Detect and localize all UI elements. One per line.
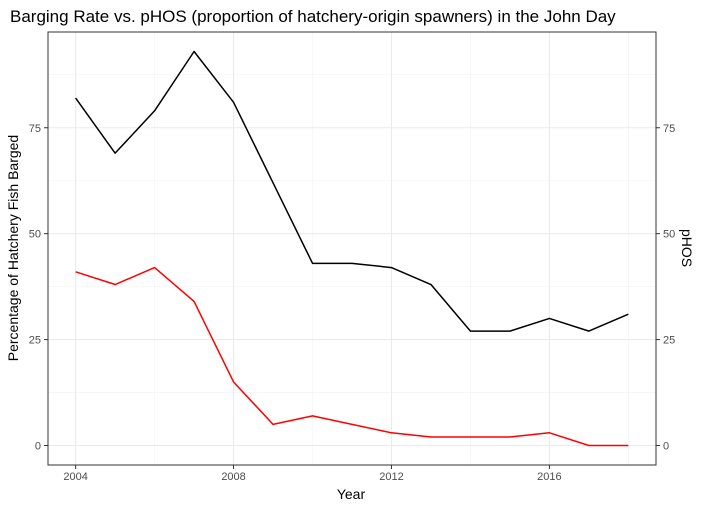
series-lines (75, 50, 629, 447)
x-axis-title: Year (337, 486, 366, 502)
y-tick-label: 0 (35, 441, 41, 453)
grid (48, 32, 656, 465)
series-line-1 (75, 50, 629, 332)
series-line-2 (75, 266, 629, 447)
y2-tick-label: 25 (663, 335, 675, 347)
y2-tick-label: 75 (663, 123, 675, 135)
x-tick-label: 2008 (221, 471, 245, 483)
chart-title: Barging Rate vs. pHOS (proportion of hat… (10, 7, 616, 26)
y-axis-title: Percentage of Hatchery Fish Barged (5, 135, 21, 361)
axes: 2004 2008 2012 2016 0 25 50 75 0 25 50 75 (29, 31, 675, 483)
y2-axis-title: pHOS (679, 229, 695, 267)
y-tick-label: 50 (29, 229, 41, 241)
y-tick-label: 25 (29, 335, 41, 347)
y2-tick-label: 50 (663, 229, 675, 241)
y-tick-label: 75 (29, 123, 41, 135)
panel-border (47, 31, 657, 466)
x-tick-label: 2012 (379, 471, 403, 483)
x-tick-label: 2004 (63, 471, 87, 483)
x-tick-label: 2016 (537, 471, 561, 483)
y2-tick-label: 0 (663, 441, 669, 453)
